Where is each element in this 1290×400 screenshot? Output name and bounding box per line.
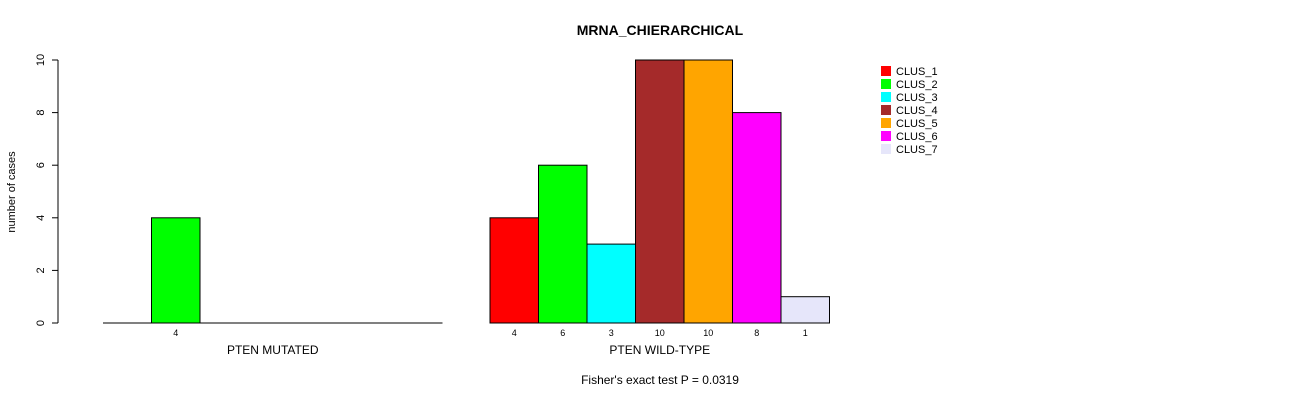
y-axis: 0 2 4 6 8 10 [35, 54, 59, 326]
bar-value-label: 8 [754, 328, 759, 338]
y-tick-label: 6 [35, 162, 47, 168]
bar-value-label: 4 [173, 328, 178, 338]
legend-label: CLUS_4 [896, 105, 938, 117]
legend-swatch [881, 131, 891, 141]
bar-clus-3 [586, 243, 636, 324]
bar-clus-4 [635, 59, 685, 324]
bar-value-label: 10 [655, 328, 665, 338]
y-tick-label: 4 [35, 215, 47, 221]
bar-value-label: 4 [512, 328, 517, 338]
legend: CLUS_1CLUS_2CLUS_3CLUS_4CLUS_5CLUS_6CLUS… [881, 66, 938, 156]
legend-label: CLUS_1 [896, 66, 938, 78]
y-tick-label: 2 [35, 267, 47, 273]
legend-swatch [881, 66, 891, 76]
y-axis-label: number of cases [6, 151, 18, 233]
group-label: PTEN WILD-TYPE [609, 343, 710, 357]
legend-swatch [881, 92, 891, 102]
bar-clus-2 [151, 217, 201, 324]
chart-title: MRNA_CHIERARCHICAL [577, 22, 744, 38]
bar-clus-5 [683, 59, 733, 324]
fisher-test-footnote: Fisher's exact test P = 0.0319 [581, 373, 739, 387]
bar-group: 4 6 3 10 10 8 1 PTEN WILD-TYPE [489, 59, 830, 357]
legend-swatch [881, 79, 891, 89]
bar-value-label: 6 [560, 328, 565, 338]
bar-groups: 4 PTEN MUTATED 4 6 3 10 10 8 1 PTEN WILD-TYPE [103, 59, 830, 357]
y-tick-label: 10 [35, 54, 47, 66]
bar-clus-1 [489, 217, 539, 324]
legend-swatch [881, 105, 891, 115]
legend-swatch [881, 144, 891, 154]
legend-swatch [881, 118, 891, 128]
bar-value-label: 1 [803, 328, 808, 338]
y-tick-label: 0 [35, 320, 47, 326]
group-label: PTEN MUTATED [227, 343, 319, 357]
y-tick-label: 8 [35, 110, 47, 116]
bar-value-label: 3 [609, 328, 614, 338]
bar-clus-7 [780, 296, 830, 324]
bar-clus-2 [538, 164, 588, 324]
legend-label: CLUS_6 [896, 131, 938, 143]
legend-label: CLUS_3 [896, 92, 938, 104]
bar-group: 4 PTEN MUTATED [103, 217, 443, 357]
bar-clus-6 [732, 112, 782, 324]
legend-label: CLUS_7 [896, 144, 938, 156]
legend-label: CLUS_2 [896, 79, 938, 91]
legend-label: CLUS_5 [896, 118, 938, 130]
bar-value-label: 10 [703, 328, 713, 338]
